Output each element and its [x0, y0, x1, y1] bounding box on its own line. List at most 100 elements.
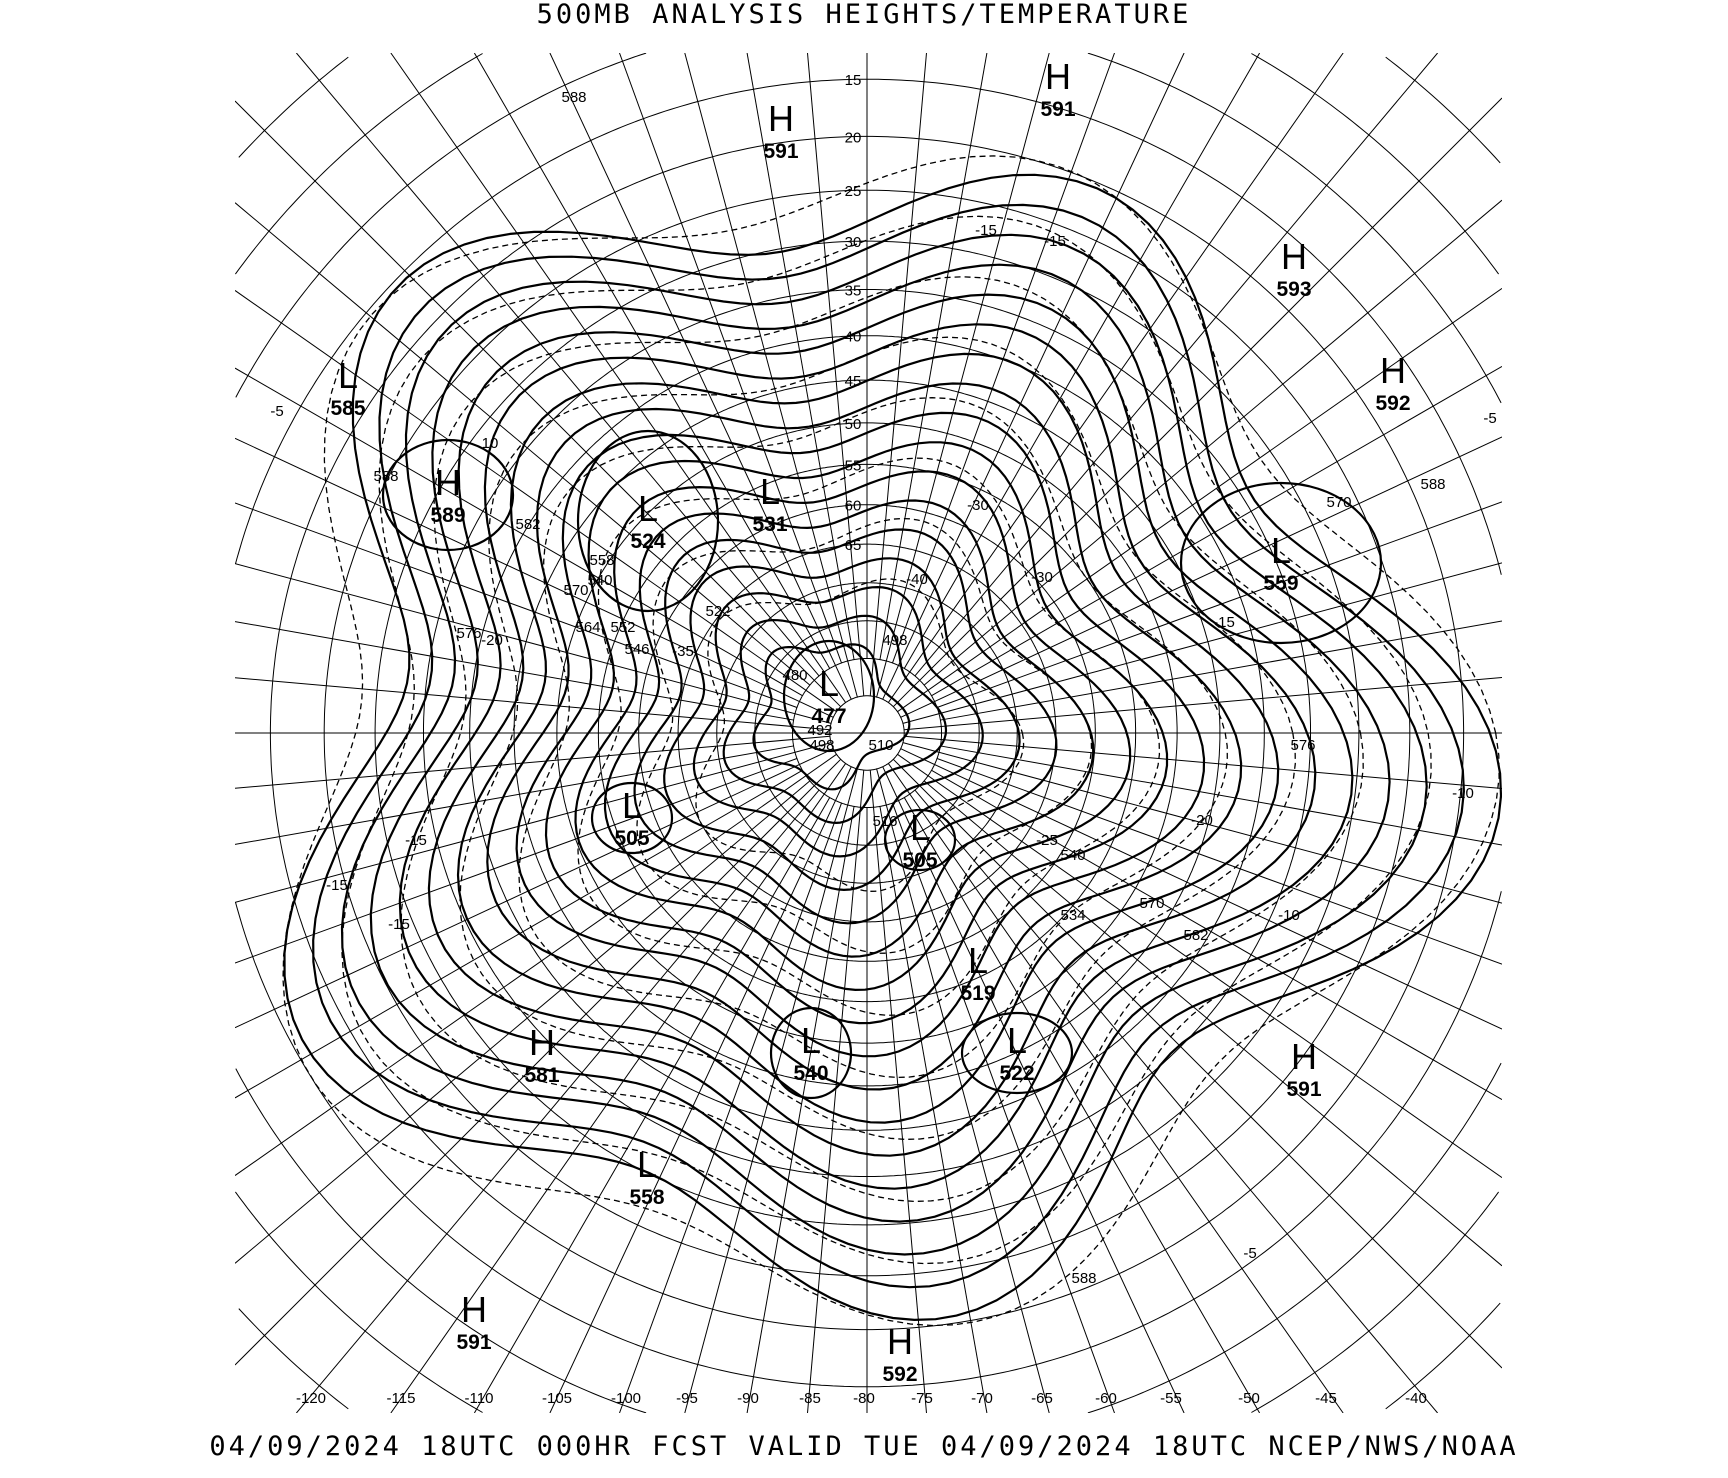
meridian-line: [887, 53, 1344, 703]
meridian-line: [897, 287, 1502, 713]
pressure-center-value: 519: [960, 982, 995, 1005]
longitude-label: -70: [971, 1390, 993, 1407]
latitude-label: 55: [845, 457, 862, 474]
low-pressure-marker: L: [338, 355, 358, 396]
temperature-contour: [459, 336, 1296, 1141]
meridian-line: [235, 758, 798, 964]
temperature-contour-label: -30: [1031, 569, 1053, 586]
temperature-contour-label: -5: [1483, 410, 1496, 427]
polar-stereographic-map: -120 -115 -110 -105 -100 -95 -90 -85 -80 -75 -70 -6…: [235, 53, 1502, 1413]
longitude-label: -120: [296, 1390, 326, 1407]
meridian-line: [549, 53, 852, 700]
temperature-contour-label: -20: [1191, 812, 1213, 829]
meridian-line: [235, 742, 832, 903]
meridian-line: [235, 502, 798, 708]
temperature-contour-label: -15: [326, 877, 348, 894]
temperature-contour-label: -15: [405, 832, 427, 849]
longitude-label: -110: [465, 1390, 494, 1407]
longitude-label: -55: [1160, 1390, 1182, 1407]
height-contour: [456, 352, 1280, 1124]
height-contour: [752, 643, 911, 791]
height-contour-label: 510: [868, 737, 893, 754]
chart-title: 500MB ANALYSIS HEIGHTS/TEMPERATURE: [536, 0, 1192, 30]
temperature-contour: [282, 155, 1500, 1327]
height-contour-label: 546: [624, 641, 649, 658]
closed-center-contour: [883, 808, 957, 872]
meridian-line: [807, 770, 865, 1413]
height-contour: [603, 499, 1095, 958]
closed-center-contour: [960, 1011, 1074, 1095]
meridian-line: [473, 53, 831, 669]
pressure-center-value: 589: [430, 504, 465, 527]
height-contour-label: 576: [1290, 737, 1315, 754]
height-contour: [692, 585, 984, 858]
meridian-line: [900, 436, 1502, 718]
height-contour-label: 588: [1420, 476, 1445, 493]
latitude-label: 65: [845, 537, 862, 554]
longitude-label: -75: [911, 1390, 933, 1407]
height-contour-label: 558: [589, 552, 614, 569]
height-contour-label: 582: [515, 516, 540, 533]
height-contour-label: 540: [1060, 847, 1085, 864]
meridian-line: [619, 53, 842, 664]
low-pressure-marker: L: [968, 940, 988, 981]
longitude-label: -50: [1238, 1390, 1260, 1407]
high-pressure-marker: H: [768, 98, 794, 139]
meridian-line: [923, 199, 1502, 686]
meridian-line: [903, 797, 1261, 1413]
latitude-label: 15: [845, 72, 862, 89]
temperature-contour-label: -5: [1243, 1245, 1256, 1262]
longitude-label: -95: [676, 1390, 698, 1407]
closed-center-contour: [576, 429, 720, 613]
meridian-line: [892, 758, 1502, 1369]
temperature-contour-label: -15: [975, 222, 997, 239]
closed-center-contour: [590, 781, 674, 855]
pressure-center-value: 581: [524, 1064, 559, 1087]
temperature-contour-label: -15: [388, 916, 410, 933]
longitude-label: -100: [611, 1390, 641, 1407]
meridian-line: [807, 53, 865, 696]
pressure-center-value: 591: [1286, 1078, 1321, 1101]
pressure-center-value: 585: [330, 397, 365, 420]
temperature-contour: [695, 578, 1025, 892]
map-labels: -120 -115 -110 -105 -100 -95 -90 -85 -80 -75 -70 -6…: [270, 56, 1496, 1407]
high-pressure-marker: H: [435, 462, 461, 503]
latitude-label: 20: [845, 129, 862, 146]
temperature-contour-label: -35: [672, 643, 694, 660]
meridian-line: [549, 766, 852, 1413]
height-contour: [369, 263, 1391, 1223]
meridian-line: [684, 768, 858, 1413]
meridian-line: [914, 53, 1438, 677]
low-pressure-marker: L: [910, 807, 930, 848]
temperature-contour: [400, 276, 1364, 1203]
height-contour: [427, 323, 1317, 1157]
meridian-line: [235, 753, 837, 1176]
latitude-label: 50: [845, 416, 862, 433]
longitude-label: -90: [737, 1390, 759, 1407]
temperature-contour-label: -15: [1213, 614, 1235, 631]
height-contour-label: 552: [610, 619, 635, 636]
longitude-label: -85: [799, 1390, 821, 1407]
meridian-line: [235, 745, 794, 845]
low-pressure-marker: L: [638, 488, 658, 529]
height-contour: [663, 557, 1021, 892]
meridian-line: [931, 365, 1502, 697]
meridian-line: [235, 780, 811, 1264]
latitude-circle: [235, 53, 1500, 1413]
height-contour-label: 516: [872, 813, 897, 830]
height-contour: [633, 528, 1058, 925]
height-contour-label: 570: [1326, 494, 1351, 511]
meridian-line: [473, 797, 831, 1413]
temperature-contours: [282, 155, 1500, 1327]
meridian-line: [892, 802, 1115, 1413]
height-contour-label: 588: [373, 468, 398, 485]
meridian-line: [914, 789, 1438, 1413]
pressure-center-value: 505: [614, 827, 649, 850]
latitude-label: 45: [845, 373, 862, 390]
temperature-contour-label: -30: [967, 497, 989, 514]
pressure-center-value: 524: [630, 530, 665, 553]
meridian-line: [882, 766, 1185, 1413]
meridian-line: [235, 367, 803, 697]
height-contour-label: 522: [705, 603, 730, 620]
meridian-line: [390, 763, 847, 1413]
